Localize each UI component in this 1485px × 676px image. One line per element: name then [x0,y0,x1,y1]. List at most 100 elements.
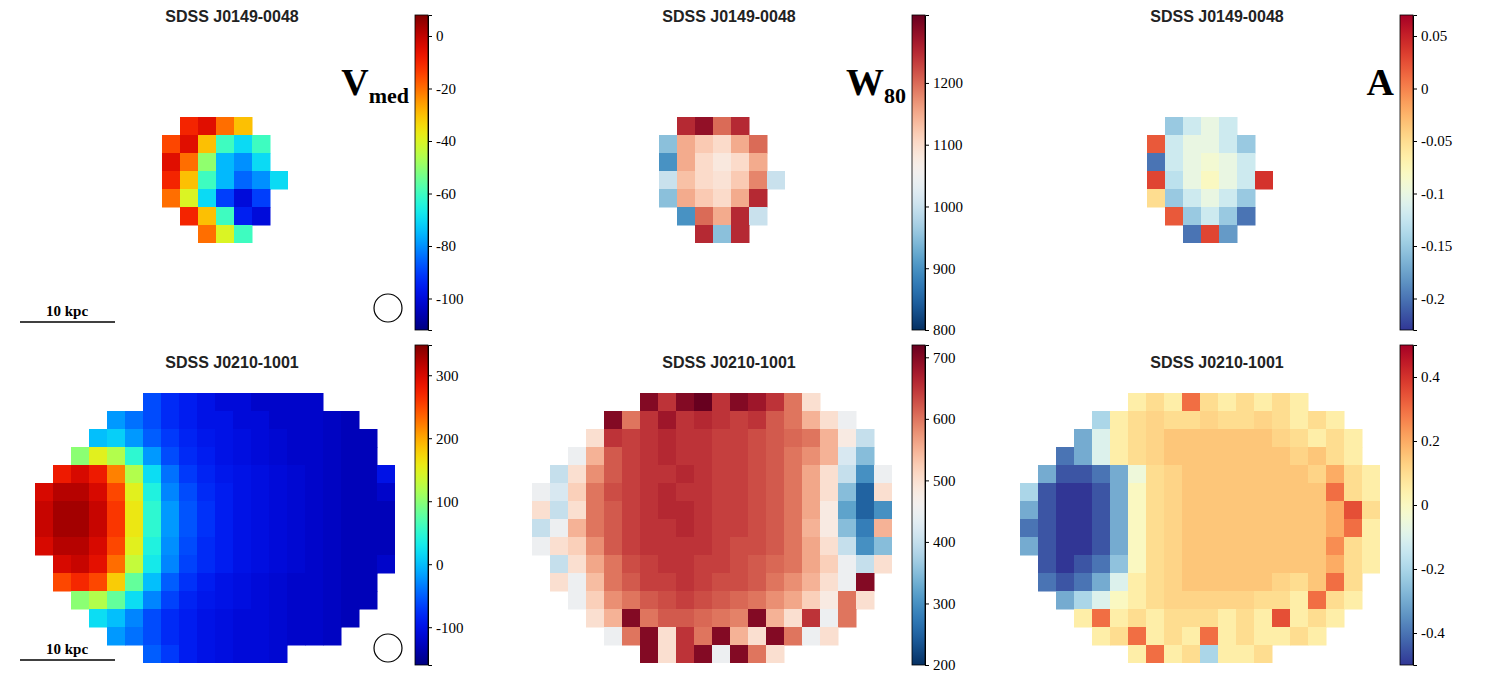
map-cell [1218,591,1237,610]
map-cell [730,537,749,556]
map-cell [695,135,714,154]
map-cell [1219,171,1238,190]
map-cell [640,609,659,628]
map-cell [838,465,857,484]
map-cell [179,591,198,610]
colorbar-tick-label: 0 [1421,497,1429,513]
map-cell [1110,591,1129,610]
map-cell [179,609,198,628]
map-cell [305,483,324,502]
map-cell [287,447,306,466]
map-cell [802,537,821,556]
map-cell [233,501,252,520]
map-cell [251,627,270,646]
map-cell [1182,609,1201,628]
map-cell [1308,429,1327,448]
map-cell [233,465,252,484]
map-cell [1326,447,1345,466]
map-cell [1326,519,1345,538]
map-cell [341,555,360,574]
map-cell [161,447,180,466]
map-cell [1326,537,1345,556]
map-cell [359,537,378,556]
scale-bar-label: 10 kpc [46,303,88,319]
map-cell [1164,555,1183,574]
map-cell [1290,591,1309,610]
map-cell [748,411,767,430]
map-cell [107,465,126,484]
map-cell [1219,207,1238,226]
map-cell [1056,501,1075,520]
map-cell [604,447,623,466]
map-cell [694,447,713,466]
map [1147,117,1273,243]
map-cell [1020,483,1039,502]
map-cell [550,573,569,592]
map-cell [622,501,641,520]
panel-title: SDSS J0210-1001 [1150,354,1284,371]
map-cell [802,393,821,412]
map-cell [89,591,108,610]
map-cell [1092,573,1111,592]
map-cell [1164,627,1183,646]
map-cell [730,609,749,628]
map-cell [1308,609,1327,628]
map-cell [838,591,857,610]
map-cell [1236,447,1255,466]
map-cell [676,429,695,448]
map-cell [1074,429,1093,448]
map-cell [550,465,569,484]
map-cell [838,573,857,592]
map-cell [234,225,253,243]
map-cell [179,645,198,663]
colorbar-tick: 400 [925,534,956,550]
map-cell [1128,591,1147,610]
map-cell [694,591,713,610]
map-cell [162,153,181,172]
map-cell [1272,501,1291,520]
colorbar-tick-mark [925,480,929,481]
map-cell [802,573,821,592]
map-cell [1182,519,1201,538]
map-cell [586,591,605,610]
map-cell [658,411,677,430]
map-cell [216,171,235,190]
map-cell [53,555,72,574]
map-cell [161,501,180,520]
map-cell [1128,465,1147,484]
map-cell [1164,411,1183,430]
scale-bar-label: 10 kpc [46,641,88,657]
map-cell [341,483,360,502]
map-cell [1056,573,1075,592]
map-cell [35,483,54,502]
map-cell [1236,627,1255,646]
colorbar-tick: 0 [1413,497,1429,513]
map-cell [731,135,750,154]
map-cell [1146,465,1165,484]
map-cell [269,519,288,538]
colorbar-axis: 3002001000-100 [428,346,464,666]
map-cell [586,573,605,592]
map-cell [107,591,126,610]
map-cell [1308,501,1327,520]
map-cell [359,465,378,484]
map-cell [838,483,857,502]
colorbar [912,345,925,665]
map-cell [341,573,360,592]
map-cell [107,501,126,520]
map-cell [1092,609,1111,628]
map-cell [550,501,569,520]
map-cell [1290,447,1309,466]
map-cell [323,501,342,520]
map-cell [89,501,108,520]
map-cell [640,483,659,502]
map-cell [713,225,732,243]
map-cell [198,225,217,243]
map-cell [197,393,216,412]
map-cell [784,573,803,592]
map-cell [197,609,216,628]
map-cell [1200,609,1219,628]
map-cell [287,393,306,412]
map-cell [270,171,288,190]
map-cell [1020,519,1039,538]
